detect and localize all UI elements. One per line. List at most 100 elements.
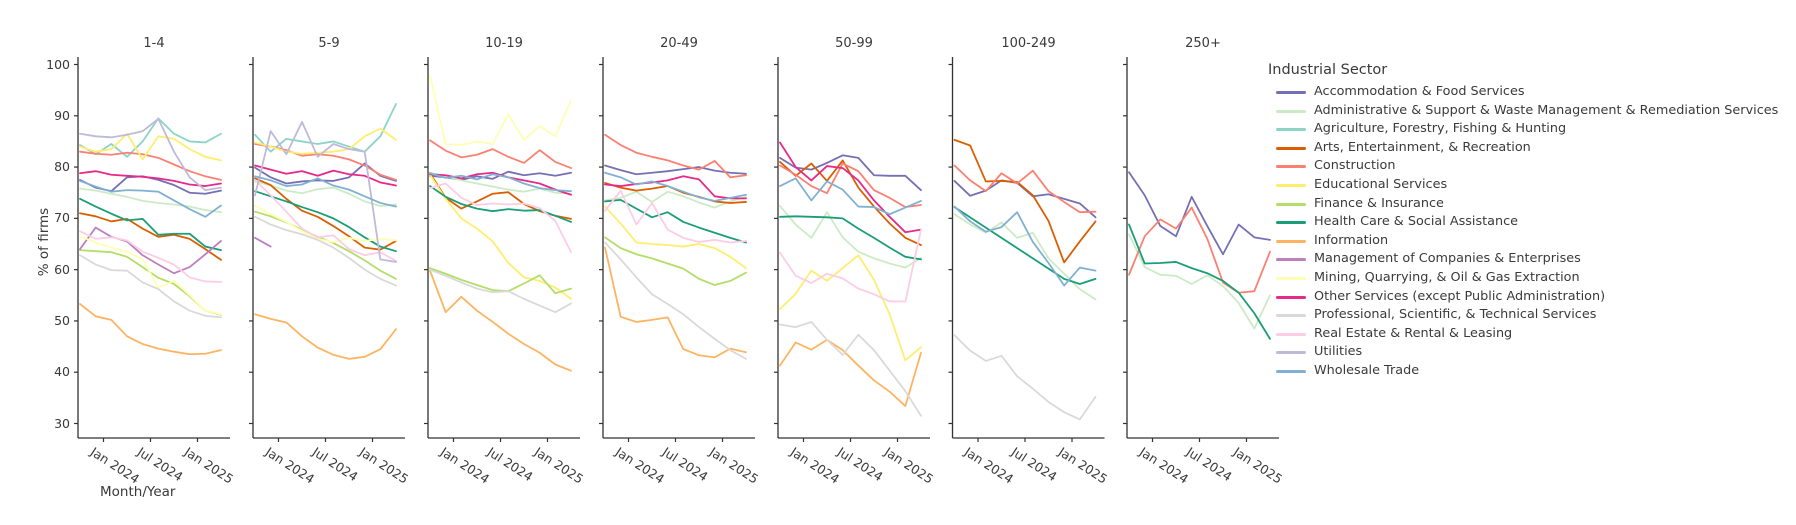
series-line [254,177,397,251]
legend-label: Arts, Entertainment, & Recreation [1314,139,1531,155]
series-line [254,127,397,155]
legend-swatch-icon [1276,165,1306,169]
series-line [79,235,222,316]
legend-swatch-icon [1276,109,1306,113]
y-tick-label: 40 [54,364,70,380]
series-line [1128,223,1271,340]
series-line [953,164,1097,214]
series-line [779,215,922,261]
series-line [79,187,222,214]
series-line [604,236,747,286]
series-line [254,180,397,207]
series-line [429,172,572,193]
series-line [79,197,222,252]
series-line [953,205,1097,287]
series-line [604,164,747,176]
series-line [79,117,222,192]
series-line [79,303,222,356]
legend-label: Other Services (except Public Administra… [1314,288,1606,304]
y-tick-label: 90 [54,107,70,123]
legend-swatch-icon [1276,202,1306,206]
panel-title: 100-249 [1001,36,1056,51]
panel-title: 20-49 [660,36,698,51]
series-line [1128,171,1271,256]
legend-swatch-icon [1276,184,1306,187]
series-line [429,268,572,314]
series-line [604,246,747,359]
series-line [604,189,747,244]
series-line [254,175,397,208]
legend-swatch-icon [1276,295,1306,299]
legend-label: Utilities [1314,344,1363,360]
legend-label: Agriculture, Forestry, Fishing & Hunting [1314,121,1567,137]
legend-title: Industrial Sector [1268,62,1388,78]
panel-title: 5-9 [318,36,340,51]
series-line [779,205,922,269]
legend-label: Administrative & Support & Waste Managem… [1314,102,1779,118]
series-line [254,313,397,360]
legend-swatch-icon [1276,258,1306,262]
series-line [953,138,1097,264]
series-line [604,205,747,270]
series-line [79,150,222,181]
legend-swatch-icon [1276,314,1306,318]
legend-label: Real Estate & Rental & Leasing [1314,325,1513,341]
series-line [254,164,397,187]
series-line [429,267,572,295]
panel-title: 10-19 [485,36,523,51]
series-line [953,206,1097,285]
x-axis-title: Month/Year [100,484,176,500]
series-line [604,198,747,244]
series-line [429,139,572,169]
series-line [604,241,747,360]
series-line [953,179,1097,219]
series-line [779,254,922,362]
series-line [779,321,922,417]
legend-swatch-icon [1276,351,1306,355]
series-line [79,132,222,162]
series-line [254,121,397,263]
series-line [79,180,222,218]
series-line [254,215,397,287]
y-tick-label: 100 [46,56,70,72]
series-line [779,339,922,407]
series-line [779,228,922,303]
series-line [429,74,572,146]
series-line [1128,206,1271,294]
panel-title: 1-4 [143,36,165,51]
series-line [429,185,572,223]
y-tick-label: 60 [54,261,70,277]
legend-swatch-icon [1276,221,1306,225]
legend-label: Accommodation & Food Services [1314,84,1525,99]
series-line [79,226,222,275]
series-line [604,171,747,202]
series-line [1128,233,1271,330]
series-line [604,190,747,209]
y-tick-label: 80 [54,159,70,175]
y-tick-label: 50 [54,312,70,328]
series-line [79,230,222,283]
series-line [254,190,397,253]
series-line [429,171,572,195]
series-line [604,133,747,179]
legend-label: Finance & Insurance [1314,195,1444,211]
legend-swatch-icon [1276,146,1306,150]
legend-label: Construction [1314,158,1396,174]
legend-swatch-icon [1276,128,1306,132]
y-tick-label: 30 [54,415,70,431]
legend-label: Mining, Quarrying, & Oil & Gas Extractio… [1314,270,1580,285]
series-line [79,254,222,319]
series-line [254,178,397,262]
series-line [79,117,222,158]
series-line [429,182,572,254]
series-line [254,236,272,248]
legend-label: Wholesale Trade [1314,363,1420,378]
series-line [79,170,222,187]
y-tick-label: 70 [54,210,70,226]
panel-title: 50-99 [835,36,873,51]
panel-title: 250+ [1185,36,1221,51]
legend-swatch-icon [1276,277,1306,280]
series-line [79,212,222,261]
